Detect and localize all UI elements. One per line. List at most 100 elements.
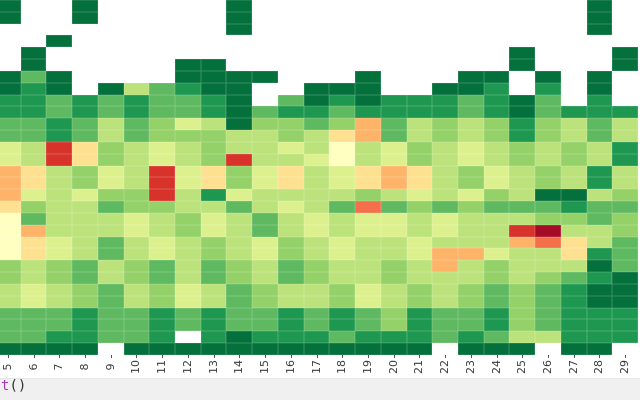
heatmap-cell [0,248,21,261]
heatmap-cell [97,130,124,142]
x-tick-label: 6 [26,363,40,371]
heatmap-cell [355,189,381,202]
heatmap-cell [46,130,73,142]
heatmap-cell [72,307,98,320]
heatmap-cell [407,12,433,24]
heatmap-cell [380,319,407,332]
heatmap-cell [432,82,458,95]
heatmap-cell [406,224,433,237]
heatmap-cell [200,141,227,154]
heatmap-cell [535,212,561,225]
heatmap-cell [612,177,638,190]
heatmap-cell [278,0,304,12]
heatmap-cell [226,343,253,355]
heatmap-cell [46,12,72,24]
heatmap-cell [586,118,613,131]
heatmap-cell [200,177,227,190]
heatmap-cell [483,224,510,237]
heatmap-cell [355,47,381,59]
heatmap-cell [175,35,201,47]
heatmap-cell [97,236,124,249]
x-tick-mark [213,355,215,358]
heatmap-cell [329,319,356,332]
heatmap-cell [457,331,484,344]
heatmap-cell [72,201,98,213]
heatmap-cell [46,224,73,237]
heatmap-cell [509,260,536,273]
heatmap-cell [329,71,355,83]
heatmap-cell [175,177,201,190]
heatmap-cell [560,260,587,273]
heatmap-cell [277,319,304,332]
heatmap-cell [97,153,124,166]
heatmap-cell [226,331,253,344]
heatmap-cell [277,212,304,225]
heatmap-cell [149,47,175,59]
heatmap-cell [72,260,98,273]
heatmap-cell [226,118,253,131]
heatmap-cell [303,331,330,344]
x-tick-label: 19 [360,360,374,374]
heatmap-cell [560,272,587,284]
heatmap-cell [20,236,47,249]
heatmap-cell [252,141,278,154]
heatmap-cell [483,343,510,355]
heatmap-cell [612,153,638,166]
heatmap-cell [175,272,201,284]
heatmap-cell [304,35,330,47]
heatmap-cell [509,83,535,95]
heatmap-cell [277,260,304,273]
heatmap-cell [0,189,21,202]
x-tick-label: 29 [618,360,632,374]
heatmap-cell [200,248,227,261]
heatmap-cell [303,189,330,202]
heatmap-cell [72,224,98,237]
heatmap-cell [612,260,638,273]
heatmap-cell [97,248,124,261]
heatmap-cell [586,248,613,261]
heatmap-cell [406,165,433,178]
heatmap-cell [586,260,613,273]
heatmap-cell [123,141,150,154]
x-tick-mark [265,355,267,358]
heatmap-cell [200,59,227,71]
x-tick-label: 26 [540,360,554,374]
heatmap-cell [278,47,304,59]
heatmap-cell [97,331,124,344]
heatmap-cell [123,224,150,237]
heatmap-cell [0,106,21,119]
heatmap-cell [277,343,304,355]
heatmap-cell [329,118,356,131]
heatmap-cell [612,189,638,202]
heatmap-cell [0,319,21,332]
heatmap-cell [226,224,253,237]
heatmap-cell [535,248,561,261]
heatmap-cell [406,141,433,154]
heatmap-cell [277,106,304,119]
heatmap-cell [252,47,278,59]
heatmap-cell [226,189,253,202]
heatmap-cell [612,343,638,355]
heatmap-cell [252,201,278,213]
heatmap-cell [560,106,587,119]
heatmap-cell [303,236,330,249]
heatmap-cell [72,130,98,142]
heatmap-cell [20,272,47,284]
heatmap-cell [0,260,21,273]
heatmap-cell [432,35,458,47]
heatmap-cell [123,82,150,95]
heatmap-cell [457,82,484,95]
heatmap-cell [226,212,253,225]
heatmap-cell [355,0,381,12]
heatmap-cell [20,283,47,296]
heatmap-cell [72,106,98,119]
heatmap-cell [355,283,381,296]
heatmap-cell [432,295,458,308]
heatmap-cell [97,177,124,190]
heatmap-cell [407,47,433,59]
heatmap-cell [0,47,21,59]
x-tick-mark [573,355,575,358]
heatmap-cell [175,212,201,225]
heatmap-cell [406,319,433,332]
x-tick-label: 21 [412,360,426,374]
